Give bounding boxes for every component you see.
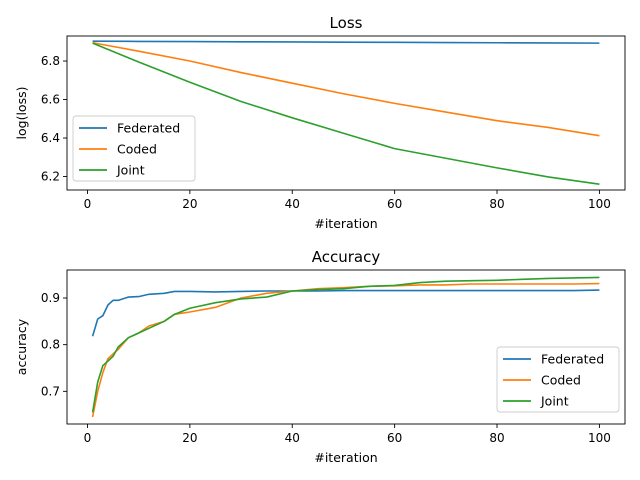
legend-label-coded: Coded (541, 373, 581, 388)
legend-box (72, 115, 196, 182)
x-axis-label: #iteration (314, 216, 377, 231)
legend: Federated Coded Joint (496, 346, 620, 413)
series-line-joint (92, 42, 600, 186)
y-tick-label: 6.6 (41, 93, 60, 107)
y-tick-label: 0.7 (41, 384, 60, 398)
series-line-federated (92, 40, 600, 44)
legend-label-joint: Joint (116, 163, 145, 178)
x-tick-label: 20 (182, 197, 197, 211)
x-tick-label: 100 (588, 431, 611, 445)
y-tick-label: 6.4 (41, 131, 60, 145)
axes-frame (66, 35, 626, 191)
chart-title: Loss (330, 14, 363, 32)
legend-box (496, 346, 620, 413)
x-tick-label: 0 (84, 197, 92, 211)
x-tick-label: 0 (84, 431, 92, 445)
legend-label-joint: Joint (540, 394, 569, 409)
x-tick-label: 20 (182, 431, 197, 445)
y-tick-label: 6.2 (41, 170, 60, 184)
legend-label-federated: Federated (117, 121, 180, 136)
y-tick-label: 0.8 (41, 338, 60, 352)
chart-title: Accuracy (312, 248, 381, 266)
y-tick-label: 0.9 (41, 291, 60, 305)
x-tick-label: 40 (285, 197, 300, 211)
chart-1: Accuracy 0 20 40 60 80 100 0.7 0.8 0.9 #iteration a… (14, 248, 626, 465)
chart-0: Loss 0 20 40 60 80 100 6.2 6.4 6.6 6.8 #iteration lo… (14, 14, 626, 231)
legend-label-federated: Federated (541, 352, 604, 367)
x-tick-label: 40 (285, 431, 300, 445)
legend-label-coded: Coded (117, 142, 157, 157)
y-tick-label: 6.8 (41, 54, 60, 68)
x-axis-label: #iteration (314, 450, 377, 465)
y-axis-label: log(loss) (14, 87, 29, 140)
y-axis-label: accuracy (14, 318, 29, 375)
series-line-federated (91, 289, 600, 337)
x-tick-label: 80 (489, 431, 504, 445)
series-line-coded (92, 41, 600, 137)
x-tick-label: 60 (387, 431, 402, 445)
series-line-joint (91, 276, 600, 413)
x-tick-label: 80 (489, 197, 504, 211)
legend: Federated Coded Joint (72, 115, 196, 182)
axes-frame (66, 269, 626, 425)
x-tick-label: 100 (588, 197, 611, 211)
x-tick-label: 60 (387, 197, 402, 211)
